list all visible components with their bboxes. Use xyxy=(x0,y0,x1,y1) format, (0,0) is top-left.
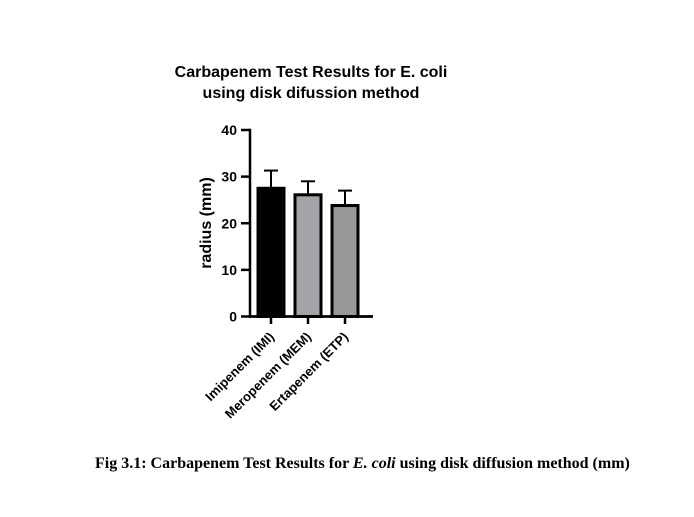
bar-meropenem-mem xyxy=(293,193,323,318)
y-tick-label: 0 xyxy=(229,309,237,325)
bar-imipenem-imi xyxy=(256,186,286,318)
y-tick-label: 20 xyxy=(221,215,237,231)
chart-title: Carbapenem Test Results for E. coli usin… xyxy=(148,62,474,104)
caption-prefix: Fig 3.1: Carbapenem Test Results for xyxy=(95,455,353,472)
y-tick-label: 10 xyxy=(221,262,237,278)
chart-title-line2: using disk difussion method xyxy=(202,85,420,102)
y-tick-label: 30 xyxy=(221,169,237,185)
bar-ertapenem-etp xyxy=(330,204,360,318)
figure-caption: Fig 3.1: Carbapenem Test Results for E. … xyxy=(95,455,630,473)
caption-species-italic: E. coli xyxy=(352,455,396,472)
y-tick-label: 40 xyxy=(221,122,237,138)
caption-suffix: using disk diffusion method (mm) xyxy=(395,455,630,472)
chart-title-line1: Carbapenem Test Results for E. coli xyxy=(174,64,448,81)
